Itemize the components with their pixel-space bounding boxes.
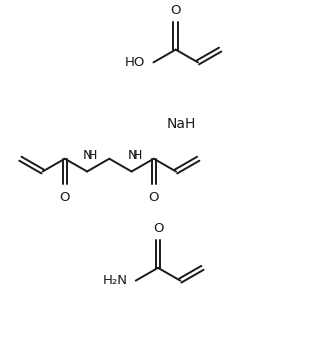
Text: O: O xyxy=(171,4,181,17)
Text: NaH: NaH xyxy=(167,117,196,131)
Text: O: O xyxy=(149,191,159,204)
Text: H₂N: H₂N xyxy=(103,274,128,287)
Text: O: O xyxy=(153,222,163,235)
Text: N: N xyxy=(83,149,93,162)
Text: H: H xyxy=(88,149,97,162)
Text: H: H xyxy=(133,149,142,162)
Text: O: O xyxy=(60,191,70,204)
Text: HO: HO xyxy=(125,56,146,69)
Text: N: N xyxy=(128,149,137,162)
